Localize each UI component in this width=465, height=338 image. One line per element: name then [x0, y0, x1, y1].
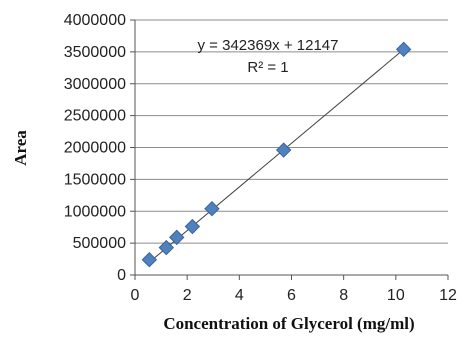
x-tick-label: 8	[339, 287, 348, 304]
x-tick-label: 6	[287, 287, 296, 304]
data-point	[275, 142, 292, 158]
axes	[130, 19, 449, 280]
data-point	[184, 218, 201, 235]
tick-labels: 0 500000 1000000 1500000 2000000 2500000 30000…	[64, 12, 457, 304]
data-point	[141, 251, 158, 268]
x-tick-label: 4	[235, 287, 244, 304]
data-points	[141, 41, 412, 268]
trendline	[149, 49, 404, 263]
r-squared-label: R² = 1	[247, 59, 288, 76]
y-tick-label: 3500000	[64, 44, 126, 61]
data-point	[204, 200, 220, 217]
trendline-equation: y = 342369x + 12147	[198, 37, 339, 54]
y-tick-label: 1500000	[64, 171, 126, 188]
data-point	[158, 239, 175, 256]
y-tick-label: 1000000	[64, 203, 126, 220]
trendline-layer	[149, 49, 404, 263]
y-tick-label: 0	[117, 267, 126, 284]
data-point	[169, 229, 185, 246]
gridlines	[135, 19, 448, 244]
y-tick-label: 500000	[73, 235, 126, 252]
y-tick-label: 2500000	[64, 108, 126, 125]
x-axis-title: Concentration of Glycerol (mg/ml)	[163, 314, 414, 333]
x-tick-label: 12	[439, 287, 457, 304]
data-point	[395, 41, 412, 58]
y-tick-label: 3000000	[64, 76, 126, 93]
x-tick-label: 10	[387, 287, 405, 304]
y-axis-title: Area	[11, 130, 30, 166]
y-tick-label: 4000000	[64, 12, 126, 29]
x-tick-label: 2	[183, 287, 192, 304]
y-tick-label: 2000000	[64, 140, 126, 157]
x-tick-label: 0	[131, 287, 140, 304]
